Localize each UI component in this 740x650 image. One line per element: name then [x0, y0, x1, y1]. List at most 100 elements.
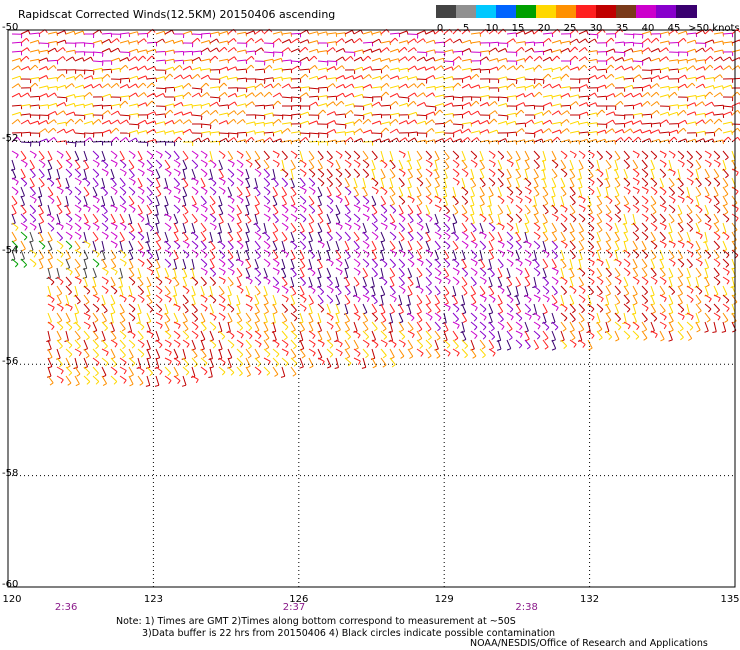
wind-barb	[560, 47, 569, 53]
wind-barb-feather	[662, 237, 666, 242]
wind-barb	[209, 186, 217, 193]
wind-barb	[227, 231, 234, 240]
wind-barb-feather	[676, 112, 679, 117]
wind-barb-feather	[413, 47, 417, 52]
wind-barb-feather	[45, 120, 49, 125]
wind-barb-feather	[541, 138, 544, 143]
wind-barb-feather	[550, 139, 553, 144]
wind-barb-feather	[446, 228, 451, 232]
wind-barb	[20, 204, 27, 213]
wind-barb	[686, 121, 696, 125]
wind-barb	[533, 240, 541, 247]
wind-barb	[344, 92, 353, 98]
wind-barb	[182, 128, 191, 134]
wind-barb-feather	[690, 253, 694, 258]
wind-barb	[20, 104, 31, 107]
wind-barb-feather	[415, 76, 418, 81]
wind-barb	[20, 131, 31, 134]
wind-barb-feather	[278, 118, 282, 123]
wind-barb	[218, 168, 224, 178]
wind-barb	[389, 267, 396, 276]
wind-barb	[407, 47, 415, 53]
wind-barb	[317, 285, 325, 293]
wind-barb	[569, 94, 579, 98]
wind-barb-feather	[636, 181, 640, 186]
wind-barb	[434, 85, 444, 89]
wind-barb	[110, 249, 117, 258]
wind-barb	[263, 64, 270, 71]
wind-barb	[542, 128, 550, 134]
wind-barb-feather	[303, 298, 307, 303]
wind-barb	[155, 168, 161, 178]
wind-barb	[254, 38, 262, 44]
wind-barb-feather	[87, 226, 91, 231]
wind-barb-feather	[386, 47, 390, 52]
wind-barb-feather	[680, 192, 685, 196]
wind-barb-feather	[434, 106, 437, 111]
wind-barb	[578, 150, 586, 156]
wind-barb	[731, 102, 740, 107]
wind-barb-feather	[242, 110, 246, 114]
wind-barb-feather	[524, 76, 526, 81]
wind-barb-feather	[727, 136, 732, 141]
wind-barb-feather	[231, 271, 235, 276]
wind-barb	[56, 276, 64, 282]
wind-barb	[695, 119, 703, 125]
wind-barb	[569, 66, 578, 71]
wind-barb-feather	[464, 191, 469, 196]
wind-barb	[11, 92, 20, 98]
wind-barb-feather	[204, 217, 208, 222]
wind-barb	[506, 95, 517, 98]
wind-barb	[380, 177, 385, 188]
wind-barb	[290, 65, 299, 71]
wind-barb-feather	[361, 94, 364, 99]
wind-barb-feather	[257, 273, 262, 277]
wind-barb-feather	[527, 183, 532, 187]
wind-barb-feather	[546, 253, 550, 258]
wind-barb-feather	[680, 263, 685, 268]
wind-barb	[704, 118, 711, 125]
wind-barb-feather	[233, 119, 237, 123]
wind-barb	[659, 159, 667, 165]
wind-barb	[353, 85, 363, 89]
wind-barb	[47, 77, 58, 80]
wind-barb	[524, 84, 534, 89]
wind-barb	[227, 47, 235, 53]
wind-barb-feather	[544, 202, 549, 206]
legend-label: 45	[667, 23, 681, 34]
wind-barb	[650, 37, 657, 44]
wind-barb	[389, 240, 396, 249]
wind-barb	[398, 177, 405, 185]
wind-barb-feather	[178, 189, 181, 194]
wind-barb	[371, 31, 381, 35]
wind-barb	[245, 101, 253, 107]
wind-barb	[587, 92, 595, 98]
wind-barb-feather	[435, 158, 440, 162]
wind-barb	[452, 303, 460, 310]
wind-barb	[110, 168, 115, 179]
wind-barb	[47, 159, 53, 169]
wind-barb	[317, 177, 325, 184]
wind-barb-feather	[33, 253, 37, 258]
wind-barb	[101, 168, 109, 173]
wind-barb	[110, 47, 119, 53]
wind-barb	[596, 213, 603, 222]
wind-barb-feather	[95, 156, 100, 160]
wind-barb	[146, 92, 155, 98]
wind-barb-feather	[405, 83, 409, 88]
wind-barb-feather	[549, 56, 553, 62]
wind-barb	[722, 294, 730, 301]
wind-barb	[155, 213, 160, 224]
wind-barb-feather	[294, 217, 298, 222]
wind-barb-feather	[258, 173, 262, 177]
wind-barb	[146, 294, 153, 303]
wind-barb	[281, 186, 288, 195]
wind-barb	[263, 222, 267, 233]
wind-barb	[92, 222, 100, 228]
wind-barb	[713, 139, 723, 143]
wind-barb-feather	[518, 246, 522, 250]
wind-barb	[524, 30, 533, 35]
wind-barb	[515, 139, 525, 143]
wind-barb-feather	[467, 137, 471, 141]
